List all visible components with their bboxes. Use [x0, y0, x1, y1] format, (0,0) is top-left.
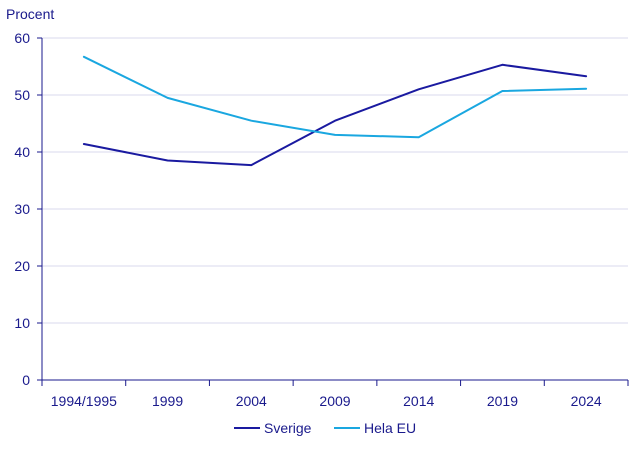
y-tick-label: 30	[14, 201, 30, 217]
y-tick-label: 50	[14, 87, 30, 103]
x-tick-label: 1999	[152, 393, 183, 409]
y-tick-label: 60	[14, 30, 30, 46]
x-tick-label: 2009	[319, 393, 350, 409]
series-line-1	[82, 55, 588, 139]
y-tick-label: 40	[14, 144, 30, 160]
legend-item: Hela EU	[334, 420, 416, 436]
gridlines	[42, 37, 628, 324]
legend-label: Hela EU	[364, 420, 416, 436]
x-tick-label: 2004	[236, 393, 267, 409]
x-tick-label: 2014	[403, 393, 434, 409]
legend-label: Sverige	[264, 420, 312, 436]
series-line-0	[82, 63, 588, 167]
y-tick-label: 20	[14, 258, 30, 274]
x-tick-label: 1994/1995	[51, 393, 117, 409]
legend: Sverige Hela EU	[234, 420, 416, 436]
axes: 0 10 20 30 40 50 60 1994/1995 1999 2004 2009 2014 20…	[14, 30, 629, 409]
legend-item: Sverige	[234, 420, 312, 436]
y-axis-label: Procent	[6, 6, 54, 22]
series-lines	[82, 55, 588, 167]
x-tick-label: 2024	[571, 393, 602, 409]
x-tick-label: 2019	[487, 393, 518, 409]
y-tick-label: 10	[14, 315, 30, 331]
y-tick-label: 0	[22, 372, 30, 388]
